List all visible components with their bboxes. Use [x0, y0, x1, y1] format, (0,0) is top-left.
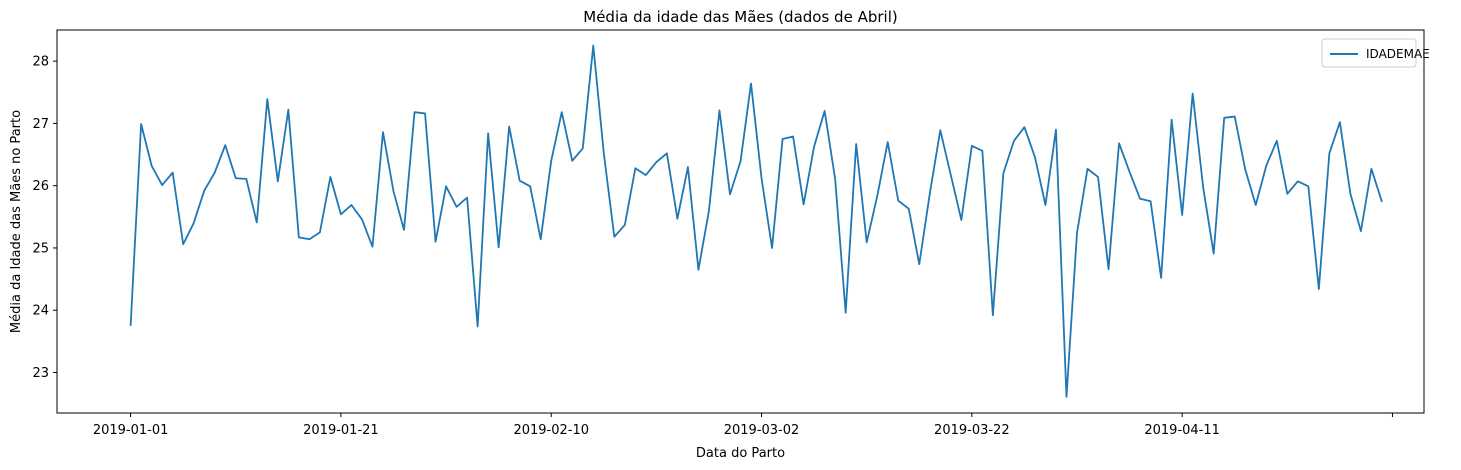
y-tick-label: 23	[32, 366, 49, 381]
legend-box	[1321, 38, 1417, 68]
x-tick-label: 2019-02-10	[513, 423, 589, 438]
x-tick-label: 2019-03-02	[724, 423, 800, 438]
plot-frame	[56, 29, 1425, 414]
y-axis: 23 24 25 26 27 28	[32, 55, 57, 381]
series-line-idademae	[129, 44, 1383, 398]
y-tick-label: 27	[32, 117, 49, 132]
legend-label: IDADEMAE	[1366, 47, 1430, 61]
x-tick-label: 2019-04-11	[1144, 423, 1220, 438]
x-tick-label: 2019-01-01	[93, 423, 169, 438]
x-tick-label: 2019-03-22	[934, 423, 1010, 438]
x-tick-label: 2019-01-21	[303, 423, 379, 438]
x-axis-title: Data do Parto	[696, 446, 785, 461]
y-tick-label: 24	[32, 304, 49, 319]
plot-area	[56, 29, 1425, 414]
y-tick-label: 26	[32, 179, 49, 194]
y-tick-label: 25	[32, 241, 49, 256]
x-axis: 2019-01-01 2019-01-21 2019-02-10 2019-03-02…	[93, 413, 1393, 438]
chart-title: Média da idade das Mães (dados de Abril)	[583, 8, 897, 26]
y-tick-label: 28	[32, 55, 49, 70]
legend: IDADEMAE	[1321, 38, 1430, 68]
y-axis-title: Média da Idade das Mães no Parto	[9, 110, 24, 333]
